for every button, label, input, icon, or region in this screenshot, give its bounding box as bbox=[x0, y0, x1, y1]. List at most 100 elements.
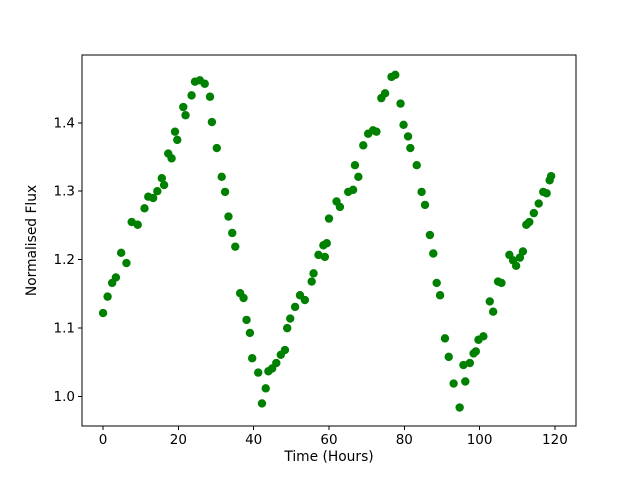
data-point bbox=[207, 117, 217, 127]
y-axis-label: Normalised Flux bbox=[24, 185, 40, 296]
y-tick-label: 1.0 bbox=[54, 389, 75, 405]
data-point bbox=[245, 328, 255, 338]
data-point bbox=[286, 314, 295, 323]
data-point bbox=[187, 91, 196, 100]
data-point bbox=[403, 132, 413, 141]
data-point bbox=[324, 214, 334, 223]
data-point bbox=[432, 278, 441, 288]
data-point bbox=[546, 171, 556, 181]
data-point bbox=[412, 161, 421, 170]
data-point bbox=[425, 230, 435, 240]
data-point bbox=[228, 228, 237, 238]
data-point bbox=[420, 200, 430, 210]
x-tick-label: 20 bbox=[170, 432, 187, 448]
data-point bbox=[242, 315, 251, 325]
data-point bbox=[290, 302, 300, 312]
data-point bbox=[307, 277, 316, 286]
data-point bbox=[511, 261, 521, 271]
data-point bbox=[309, 269, 318, 278]
data-point bbox=[272, 358, 281, 368]
data-point bbox=[153, 187, 162, 196]
data-point bbox=[217, 172, 226, 182]
data-point bbox=[170, 127, 180, 136]
data-point bbox=[157, 174, 167, 183]
data-point bbox=[254, 368, 263, 377]
data-point bbox=[440, 334, 450, 343]
data-point bbox=[359, 141, 368, 150]
data-point bbox=[300, 295, 310, 305]
data-point bbox=[372, 127, 381, 136]
data-point bbox=[261, 384, 270, 393]
data-point bbox=[542, 189, 551, 198]
data-point bbox=[257, 399, 267, 408]
data-point bbox=[320, 252, 330, 262]
data-point bbox=[231, 242, 240, 251]
data-point bbox=[224, 212, 233, 221]
data-point bbox=[455, 403, 464, 412]
y-tick-label: 1.2 bbox=[54, 252, 75, 268]
x-tick-label: 80 bbox=[396, 432, 413, 448]
data-point bbox=[348, 185, 358, 195]
data-point bbox=[122, 258, 131, 268]
data-point bbox=[406, 143, 415, 153]
data-point bbox=[497, 278, 506, 288]
data-point bbox=[247, 354, 257, 363]
data-point bbox=[391, 70, 400, 80]
x-tick-label: 60 bbox=[320, 432, 337, 448]
data-point bbox=[148, 193, 158, 203]
data-point bbox=[350, 161, 360, 170]
data-point bbox=[354, 172, 363, 182]
data-point bbox=[525, 217, 534, 227]
y-tick-label: 1.3 bbox=[54, 184, 75, 200]
data-point bbox=[173, 135, 182, 145]
data-point bbox=[485, 297, 494, 306]
data-point bbox=[280, 345, 290, 355]
data-point bbox=[429, 249, 438, 258]
data-point bbox=[518, 247, 528, 256]
axis-ticks: 0 20 40 60 80 100 120 1.0 1.1 1.2 1.3 1.4 bbox=[54, 115, 568, 448]
data-point bbox=[488, 307, 498, 316]
x-tick-label: 120 bbox=[542, 432, 568, 448]
data-point bbox=[103, 292, 112, 301]
data-point bbox=[159, 180, 169, 190]
data-point bbox=[314, 250, 323, 260]
y-tick-label: 1.4 bbox=[54, 115, 75, 131]
data-point bbox=[461, 377, 470, 386]
data-point bbox=[335, 202, 345, 212]
data-point bbox=[479, 332, 488, 341]
data-point bbox=[459, 360, 468, 370]
x-tick-label: 100 bbox=[467, 432, 493, 448]
x-tick-label: 0 bbox=[99, 432, 108, 448]
data-points bbox=[98, 70, 556, 412]
x-axis-label: Time (Hours) bbox=[283, 449, 373, 465]
data-point bbox=[465, 358, 475, 368]
data-point bbox=[449, 379, 458, 388]
x-tick-label: 40 bbox=[245, 432, 262, 448]
data-point bbox=[200, 79, 209, 88]
data-point bbox=[444, 352, 453, 362]
data-point bbox=[212, 143, 221, 153]
data-point bbox=[471, 347, 481, 356]
data-point bbox=[534, 199, 543, 208]
data-point bbox=[380, 89, 390, 98]
y-tick-label: 1.1 bbox=[54, 321, 75, 337]
plot-area-border bbox=[81, 54, 577, 427]
data-point bbox=[167, 154, 176, 163]
data-point bbox=[239, 293, 248, 303]
data-point bbox=[205, 92, 215, 101]
data-point bbox=[396, 99, 405, 108]
data-point bbox=[111, 273, 121, 282]
data-point bbox=[116, 248, 126, 258]
data-point bbox=[179, 102, 188, 112]
data-point bbox=[322, 239, 331, 248]
data-point bbox=[181, 111, 190, 120]
data-point bbox=[435, 291, 445, 300]
data-point bbox=[98, 308, 108, 318]
data-point bbox=[133, 220, 142, 229]
data-point bbox=[283, 323, 292, 333]
data-point bbox=[529, 208, 539, 218]
data-point bbox=[220, 187, 230, 197]
data-point bbox=[399, 120, 408, 130]
